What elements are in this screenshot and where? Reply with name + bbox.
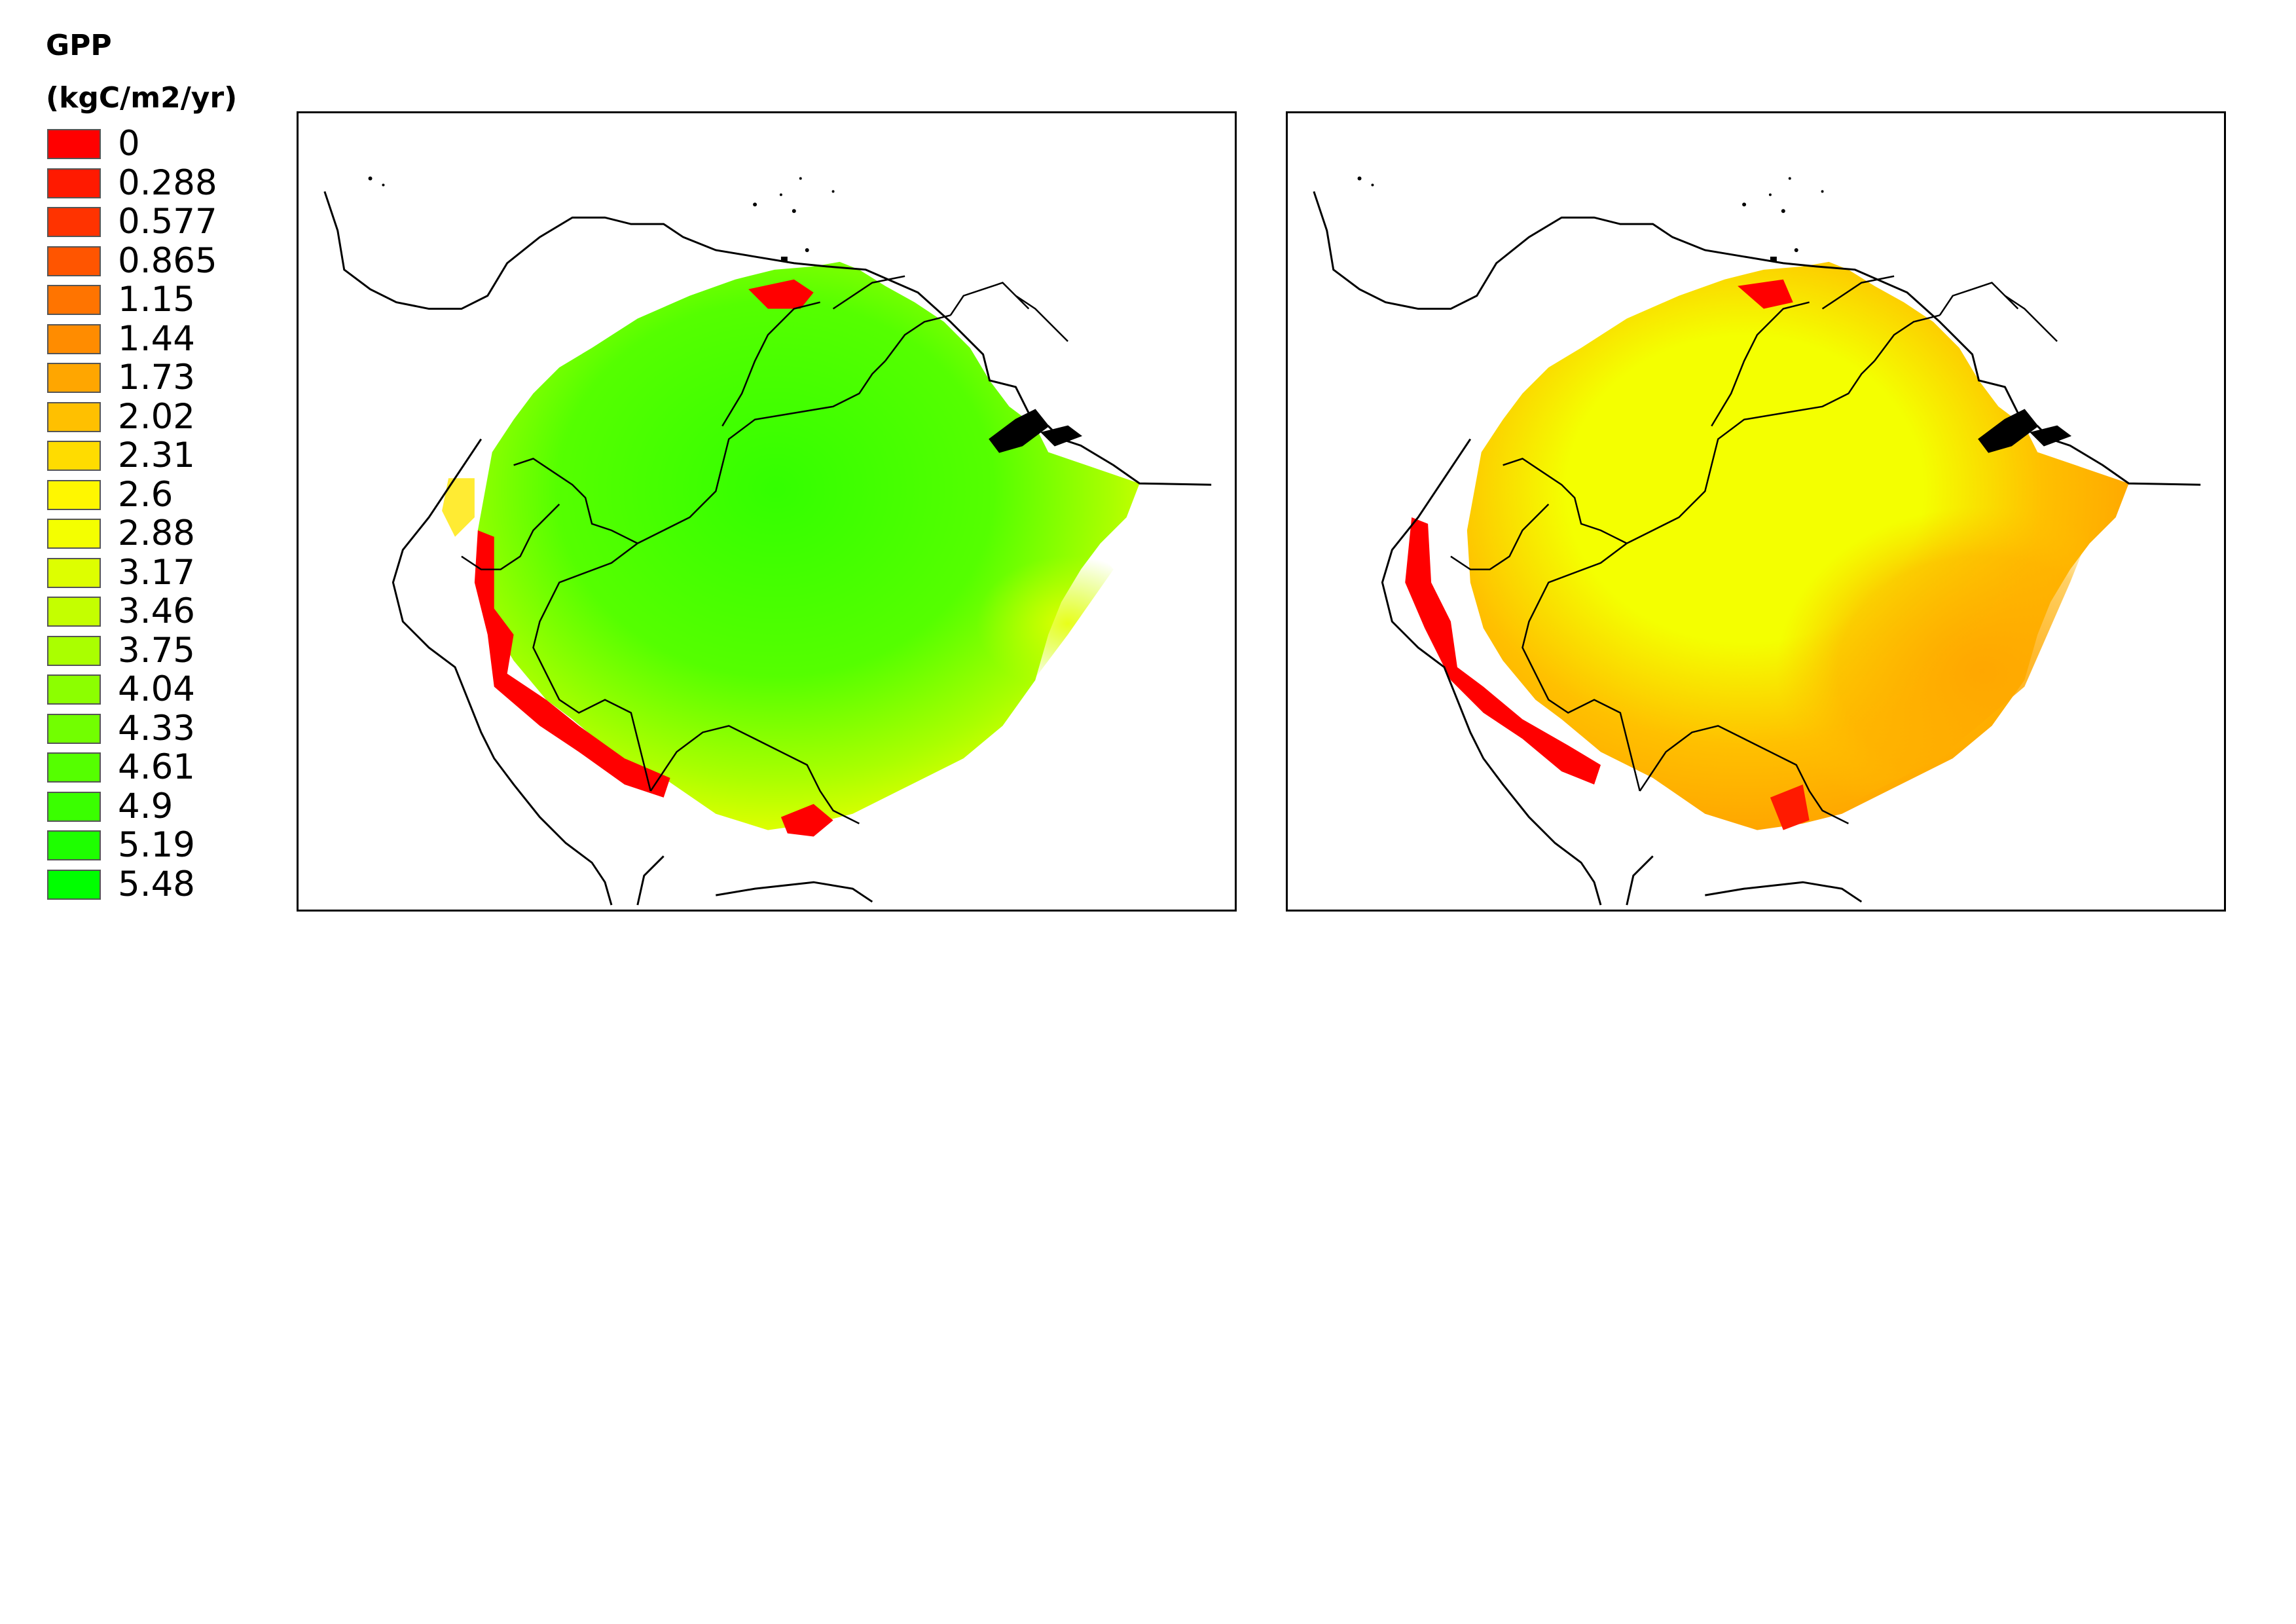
legend-swatch [47,207,101,237]
legend-label: 1.15 [118,280,196,320]
country-borders-left [461,275,1068,824]
legend-swatch [47,129,101,159]
amazon-delta-left [989,409,1083,453]
country-borders-right [1450,275,2058,824]
legend-swatch [47,285,101,315]
legend-label: 4.04 [118,669,196,709]
gpp-red-south-left [780,803,833,837]
legend-label: 3.17 [118,552,196,593]
legend-swatch [47,441,101,471]
gpp-yellow-edge-left [442,478,475,537]
legend-title-variable: GPP [46,29,112,62]
legend-swatch [47,479,101,510]
caribbean-islands-right [1357,176,1824,262]
legend-swatch [47,791,101,822]
gpp-red-west-coast-right [1405,517,1601,784]
legend-label: 0 [118,124,140,164]
legend-swatch [47,597,101,627]
legend-label: 5.48 [118,864,196,904]
legend-swatch [47,830,101,860]
legend-swatch [47,168,101,198]
legend-label: 0.288 [118,162,217,203]
legend-swatch [47,557,101,588]
caribbean-islands-left [368,176,835,262]
legend-swatch [47,713,101,744]
legend-label: 1.44 [118,318,196,359]
legend-label: 5.19 [118,825,196,865]
gpp-red-west-coast-left [474,530,670,798]
legend-swatch [47,635,101,666]
legend-label: 4.33 [118,708,196,748]
legend-label: 3.46 [118,591,196,631]
legend-label: 4.9 [118,786,173,826]
legend-swatch [47,246,101,276]
legend-swatch [47,674,101,705]
legend-swatch [47,401,101,432]
map-right [1313,176,2201,906]
map-panel-left [297,111,1237,912]
legend: GPP (kgC/m2/yr) 0 0.288 0.577 0.865 1.15 1.44… [46,20,282,904]
map-panel-right [1286,111,2226,912]
legend-label: 1.73 [118,358,196,397]
gpp-orange-core-right [1652,452,2109,817]
gpp-red-north-left [748,279,814,309]
gpp-red-south-right [1770,784,1810,830]
legend-swatch [47,869,101,900]
legend-label: 2.31 [118,435,196,475]
legend-label: 3.75 [118,630,196,671]
legend-label: 2.6 [118,474,173,515]
legend-label: 0.577 [118,202,217,242]
legend-label: 4.61 [118,747,196,787]
legend-title-units: (kgC/m2/yr) [46,81,238,115]
amazon-delta-right [1978,409,2072,453]
gpp-yellow-east-left [885,530,1114,700]
legend-label: 2.02 [118,396,196,437]
map-left [323,176,1212,906]
legend-swatch [47,323,101,354]
legend-swatch [47,363,101,393]
gpp-red-north-right [1738,279,1793,309]
legend-label: 0.865 [118,240,217,281]
legend-swatch [47,752,101,783]
legend-swatch [47,519,101,549]
legend-label: 2.88 [118,513,196,553]
